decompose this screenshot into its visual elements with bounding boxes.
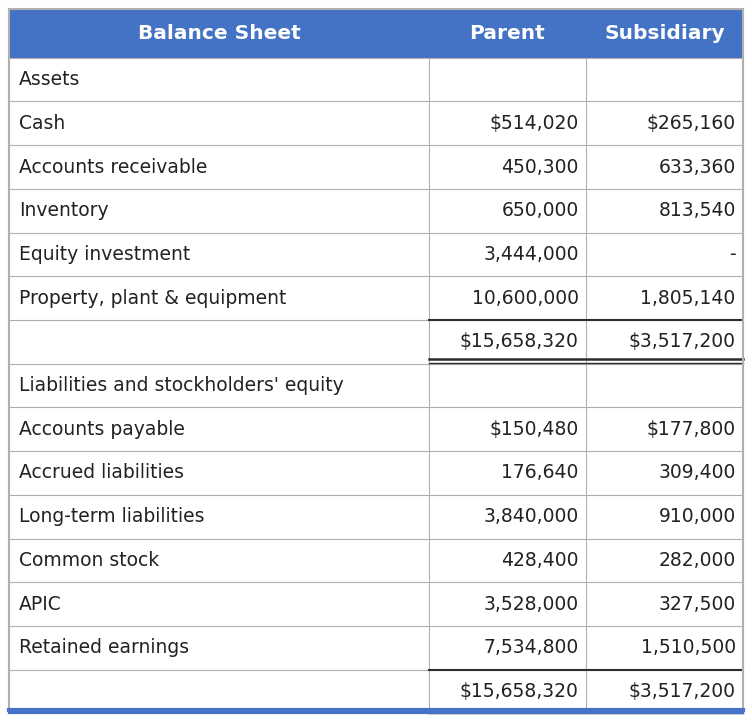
Text: Retained earnings: Retained earnings [20, 638, 190, 657]
Text: 176,640: 176,640 [501, 464, 578, 482]
Bar [9, 539, 743, 582]
Text: Cash: Cash [20, 114, 65, 133]
Text: 1,510,500: 1,510,500 [641, 638, 735, 657]
Text: $15,658,320: $15,658,320 [459, 332, 578, 352]
Text: APIC: APIC [20, 595, 62, 614]
Text: $514,020: $514,020 [490, 114, 578, 133]
Text: Long-term liabilities: Long-term liabilities [20, 507, 205, 526]
Text: 3,840,000: 3,840,000 [484, 507, 578, 526]
Text: Property, plant & equipment: Property, plant & equipment [20, 289, 287, 308]
Bar [9, 145, 743, 189]
Bar [9, 669, 743, 713]
Text: $3,517,200: $3,517,200 [629, 682, 735, 701]
Text: $15,658,320: $15,658,320 [459, 682, 578, 701]
Text: 910,000: 910,000 [659, 507, 735, 526]
Text: 10,600,000: 10,600,000 [472, 289, 578, 308]
Text: Assets: Assets [20, 70, 80, 89]
Text: Inventory: Inventory [20, 201, 109, 220]
Bar [9, 277, 743, 320]
Text: Common stock: Common stock [20, 551, 159, 570]
Text: Balance Sheet: Balance Sheet [138, 24, 300, 43]
Text: Parent: Parent [469, 24, 545, 43]
Text: 3,444,000: 3,444,000 [483, 245, 578, 264]
Text: 7,534,800: 7,534,800 [484, 638, 578, 657]
Bar [9, 407, 743, 451]
Text: Accounts receivable: Accounts receivable [20, 157, 208, 176]
Text: 450,300: 450,300 [501, 157, 578, 176]
Text: 282,000: 282,000 [659, 551, 735, 570]
Text: $177,800: $177,800 [647, 419, 735, 439]
Text: Accounts payable: Accounts payable [20, 419, 185, 439]
Text: 428,400: 428,400 [501, 551, 578, 570]
Bar [9, 58, 743, 102]
Text: $3,517,200: $3,517,200 [629, 332, 735, 352]
Bar [9, 320, 743, 364]
Text: -: - [729, 245, 735, 264]
Bar [9, 451, 743, 495]
Text: Subsidiary: Subsidiary [604, 24, 725, 43]
Bar [9, 495, 743, 539]
Bar [9, 102, 743, 145]
Text: 309,400: 309,400 [658, 464, 735, 482]
Bar [9, 9, 743, 58]
Text: $265,160: $265,160 [647, 114, 735, 133]
Text: 633,360: 633,360 [659, 157, 735, 176]
Text: 1,805,140: 1,805,140 [641, 289, 735, 308]
Text: $150,480: $150,480 [490, 419, 578, 439]
Text: 327,500: 327,500 [659, 595, 735, 614]
Bar [9, 582, 743, 626]
Text: 813,540: 813,540 [658, 201, 735, 220]
Bar [9, 232, 743, 277]
Text: Accrued liabilities: Accrued liabilities [20, 464, 184, 482]
Bar [9, 189, 743, 232]
Text: 650,000: 650,000 [502, 201, 578, 220]
Bar [9, 626, 743, 669]
Text: Equity investment: Equity investment [20, 245, 190, 264]
Bar [9, 364, 743, 407]
Text: Liabilities and stockholders' equity: Liabilities and stockholders' equity [20, 376, 344, 395]
Text: 3,528,000: 3,528,000 [484, 595, 578, 614]
